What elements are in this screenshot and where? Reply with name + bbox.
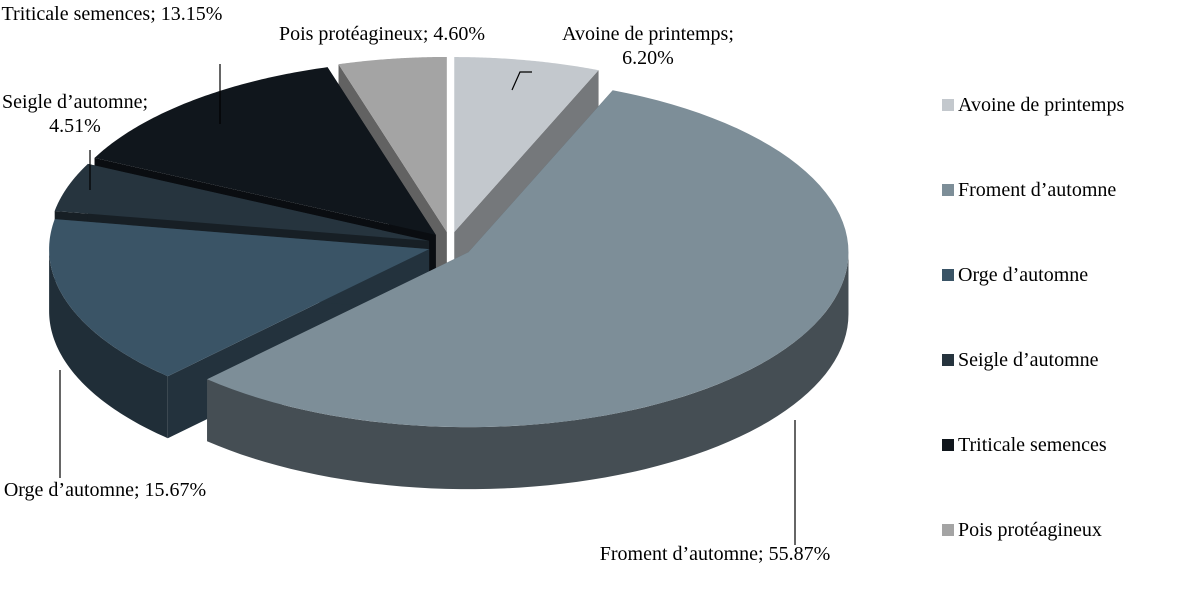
legend-swatch bbox=[942, 524, 954, 536]
slice bbox=[338, 56, 447, 232]
slice-side bbox=[49, 249, 168, 439]
legend-label: Seigle d’automne bbox=[958, 349, 1099, 371]
legend-label: Avoine de printemps bbox=[958, 94, 1125, 116]
slice-side bbox=[207, 252, 849, 490]
legend-label: Orge d’automne bbox=[958, 264, 1089, 286]
data-label: Orge d’automne; 15.67% bbox=[3, 479, 207, 501]
legend-label: Froment d’automne bbox=[958, 179, 1117, 201]
legend-label: Pois protéagineux bbox=[958, 519, 1102, 541]
slice bbox=[454, 57, 599, 233]
data-label: Seigle d’automne; 4.51% bbox=[1, 91, 149, 137]
legend-swatch bbox=[942, 269, 954, 281]
legend-swatch bbox=[942, 354, 954, 366]
slice bbox=[94, 67, 436, 235]
legend-label: Triticale semences bbox=[958, 434, 1107, 456]
legend-swatch bbox=[942, 99, 954, 111]
slice bbox=[207, 90, 849, 428]
data-label: Avoine de printemps; 6.20% bbox=[562, 23, 734, 69]
slice bbox=[54, 163, 430, 241]
slice bbox=[49, 219, 430, 377]
data-label: Triticale semences; 13.15% bbox=[1, 3, 223, 25]
data-label: Froment d’automne; 55.87% bbox=[599, 543, 831, 565]
leader-line bbox=[511, 71, 532, 91]
data-label: Pois protéagineux; 4.60% bbox=[278, 23, 486, 45]
legend-swatch bbox=[942, 184, 954, 196]
legend-swatch bbox=[942, 439, 954, 451]
